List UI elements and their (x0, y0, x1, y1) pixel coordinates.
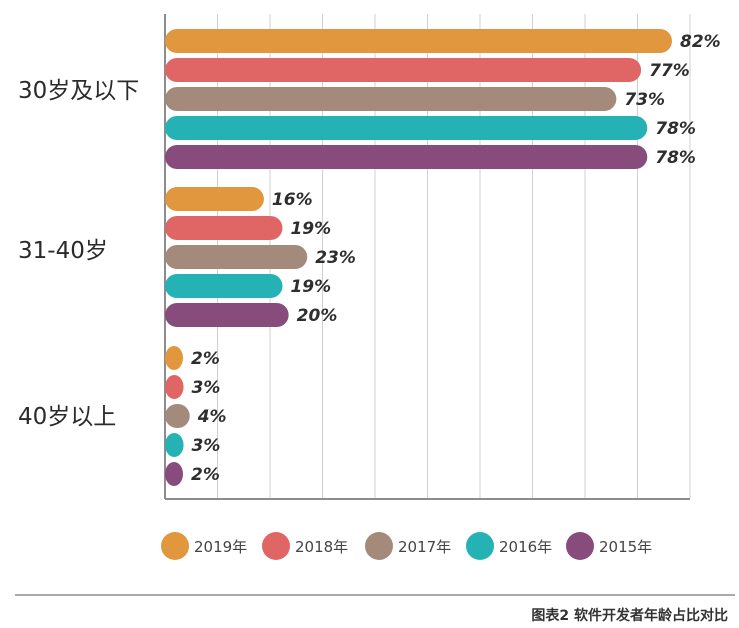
category-label: 40岁以上 (18, 404, 116, 430)
category-label: 31-40岁 (18, 238, 108, 264)
bar (165, 87, 617, 111)
category-labels: 30岁及以下 31-40岁 40岁以上 (18, 78, 139, 430)
legend-marker (161, 532, 189, 560)
data-label: 23% (315, 248, 356, 268)
bar (165, 346, 183, 370)
data-label: 2% (191, 465, 220, 485)
bar (165, 245, 308, 269)
data-label: 16% (272, 190, 313, 210)
data-label: 19% (290, 277, 331, 297)
data-label: 3% (192, 436, 221, 456)
bar (165, 216, 283, 240)
legend-marker (365, 532, 393, 560)
axes (164, 14, 690, 500)
bar (165, 116, 648, 140)
data-label: 3% (192, 378, 221, 398)
data-label: 2% (191, 349, 220, 369)
legend-marker (566, 532, 594, 560)
bar (165, 145, 648, 169)
bar (165, 274, 283, 298)
legend-entry: 2015年 (599, 538, 652, 556)
legend-entry: 2017年 (398, 538, 451, 556)
bar (165, 29, 672, 53)
value-labels: 82% 77% 73% 78% 78% 16% 19% 23% 19% 20% 2% 3% 4% 3% 2% (191, 32, 721, 485)
data-label: 77% (649, 61, 690, 81)
bar (165, 375, 184, 399)
bar (165, 433, 184, 457)
legend-marker (466, 532, 494, 560)
data-label: 4% (197, 407, 227, 427)
data-label: 82% (680, 32, 721, 52)
bar (165, 462, 183, 486)
bar (165, 303, 289, 327)
bars (165, 29, 672, 486)
category-label: 30岁及以下 (18, 78, 139, 104)
data-label: 73% (624, 90, 665, 110)
legend-entry: 2019年 (194, 538, 247, 556)
data-label: 19% (290, 219, 331, 239)
legend: 2019年 2018年 2017年 2016年 2015年 (161, 532, 652, 560)
legend-entry: 2016年 (499, 538, 552, 556)
bar (165, 404, 190, 428)
bar (165, 187, 264, 211)
data-label: 20% (297, 306, 338, 326)
legend-marker (262, 532, 290, 560)
chart-caption: 图表2 软件开发者年龄占比对比 (531, 607, 728, 624)
bar (165, 58, 642, 82)
data-label: 78% (655, 148, 696, 168)
data-label: 78% (655, 119, 696, 139)
legend-entry: 2018年 (295, 538, 348, 556)
